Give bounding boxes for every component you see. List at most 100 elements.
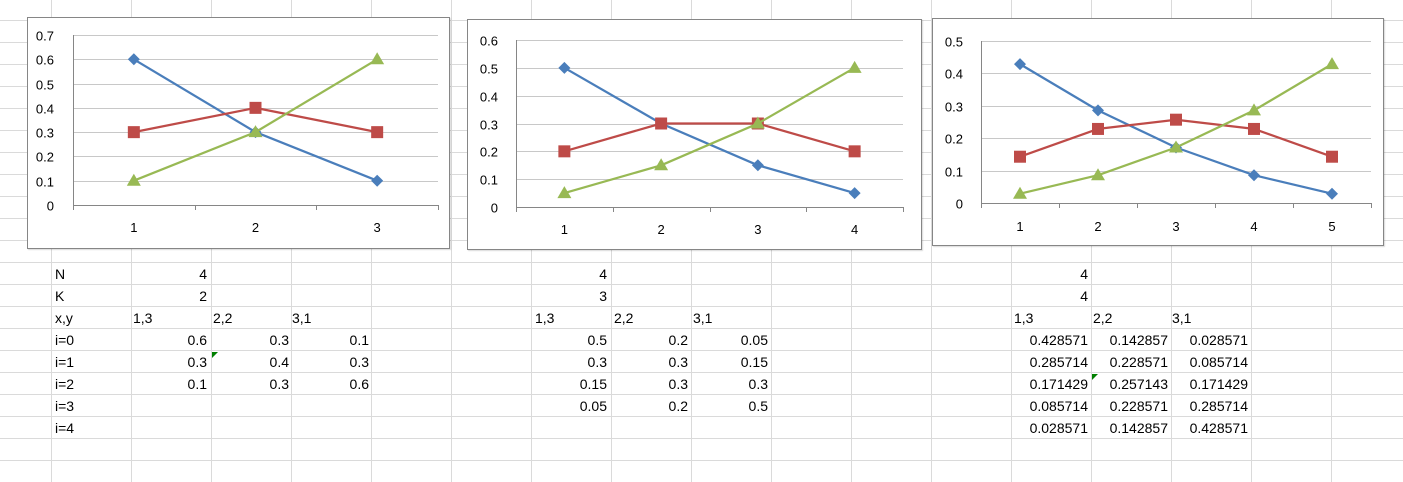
t1-k-value[interactable]: 2 — [199, 288, 207, 304]
series-1-point — [558, 61, 571, 74]
t3-cell[interactable]: 0.142857 — [1109, 420, 1168, 436]
row-label-i2[interactable]: i=2 — [55, 376, 75, 392]
series-2-point — [558, 145, 571, 158]
t2-header-1[interactable]: 1,3 — [535, 310, 555, 326]
t2-cell[interactable]: 0.15 — [579, 376, 607, 392]
t2-cell[interactable]: 0.05 — [740, 332, 768, 348]
y-tick-label: 0.4 — [36, 102, 54, 117]
t2-cell[interactable]: 0.15 — [740, 354, 768, 370]
t2-cell[interactable]: 0.3 — [587, 354, 607, 370]
t3-cell[interactable]: 0.257143 — [1109, 376, 1168, 392]
t2-cell[interactable]: 0.3 — [668, 354, 688, 370]
t3-cell[interactable]: 0.171429 — [1029, 376, 1088, 392]
series-3-point — [557, 186, 572, 199]
y-tick-label: 0.2 — [36, 150, 54, 165]
series-1-line — [133, 58, 378, 182]
y-tick-label: 0.3 — [945, 100, 963, 115]
x-tick-label: 2 — [252, 220, 259, 235]
x-tick-label: 5 — [1328, 219, 1335, 234]
error-indicator[interactable] — [212, 352, 218, 358]
line-chart-2[interactable]: 0 0.1 0.2 0.3 0.4 0.5 0.6 1 2 3 4 — [467, 19, 922, 250]
t2-header-2[interactable]: 2,2 — [614, 310, 634, 326]
t1-cell[interactable]: 0.3 — [187, 354, 207, 370]
t2-cell[interactable]: 0.3 — [748, 376, 768, 392]
y-tick-label: 0.5 — [480, 62, 498, 77]
x-tick-label: 3 — [374, 220, 381, 235]
t3-cell[interactable]: 0.171429 — [1189, 376, 1248, 392]
t2-cell[interactable]: 0.3 — [668, 376, 688, 392]
t3-cell[interactable]: 0.028571 — [1189, 332, 1248, 348]
row-label-i3[interactable]: i=3 — [55, 398, 75, 414]
x-tick-label: 1 — [1016, 219, 1023, 234]
line-chart-1-plot: 0 0.1 0.2 0.3 0.4 0.5 0.6 0.7 1 2 3 — [36, 29, 439, 235]
t1-cell[interactable]: 0.4 — [269, 354, 289, 370]
line-chart-3-plot: 0 0.1 0.2 0.3 0.4 0.5 1 2 3 4 5 — [945, 35, 1372, 234]
x-tick-label: 2 — [1094, 219, 1101, 234]
t2-cell[interactable]: 0.2 — [668, 332, 688, 348]
t3-cell[interactable]: 0.428571 — [1189, 420, 1248, 436]
error-indicator[interactable] — [1092, 374, 1098, 380]
t3-cell[interactable]: 0.285714 — [1029, 354, 1088, 370]
t3-header-1[interactable]: 1,3 — [1014, 310, 1034, 326]
t3-cell[interactable]: 0.228571 — [1109, 354, 1168, 370]
t1-header-1[interactable]: 1,3 — [133, 310, 153, 326]
x-tick-label: 3 — [754, 222, 761, 237]
y-tick-label: 0.4 — [945, 67, 963, 82]
t3-k-value[interactable]: 4 — [1080, 288, 1088, 304]
y-tick-label: 0.6 — [480, 34, 498, 49]
row-label-xy[interactable]: x,y — [55, 310, 73, 326]
t1-cell[interactable]: 0.6 — [187, 332, 207, 348]
series-2-point — [249, 101, 262, 114]
x-tick-label: 1 — [561, 222, 568, 237]
t2-cell[interactable]: 0.5 — [748, 398, 768, 414]
t1-cell[interactable]: 0.1 — [187, 376, 207, 392]
t3-cell[interactable]: 0.228571 — [1109, 398, 1168, 414]
t3-n-value[interactable]: 4 — [1080, 266, 1088, 282]
t3-cell[interactable]: 0.142857 — [1109, 332, 1168, 348]
line-chart-3[interactable]: 0 0.1 0.2 0.3 0.4 0.5 1 2 3 4 5 — [932, 18, 1384, 246]
t3-header-2[interactable]: 2,2 — [1093, 310, 1113, 326]
row-label-i1[interactable]: i=1 — [55, 354, 75, 370]
y-tick-label: 0.4 — [480, 90, 498, 105]
y-tick-label: 0 — [47, 199, 54, 214]
t1-header-2[interactable]: 2,2 — [213, 310, 233, 326]
t3-cell[interactable]: 0.085714 — [1029, 398, 1088, 414]
series-3-point — [1169, 140, 1183, 153]
y-tick-label: 0.1 — [36, 175, 54, 190]
t2-cell[interactable]: 0.5 — [587, 332, 607, 348]
row-label-i4[interactable]: i=4 — [55, 420, 75, 436]
series-3-point — [370, 52, 385, 65]
series-2-point — [371, 126, 384, 139]
t1-cell[interactable]: 0.6 — [349, 376, 369, 392]
t3-header-3[interactable]: 3,1 — [1172, 310, 1192, 326]
line-chart-1[interactable]: 0 0.1 0.2 0.3 0.4 0.5 0.6 0.7 1 2 3 — [27, 17, 450, 249]
t3-cell[interactable]: 0.028571 — [1029, 420, 1088, 436]
y-tick-label: 0.3 — [480, 118, 498, 133]
t1-n-value[interactable]: 4 — [199, 266, 207, 282]
series-2-point — [655, 117, 668, 130]
t1-cell[interactable]: 0.1 — [349, 332, 369, 348]
series-3-line — [1019, 63, 1333, 195]
t2-k-value[interactable]: 3 — [599, 288, 607, 304]
row-label-n[interactable]: N — [55, 266, 66, 282]
t1-header-3[interactable]: 3,1 — [292, 310, 312, 326]
series-3-line — [133, 58, 378, 182]
x-tick-label: 2 — [658, 222, 665, 237]
t3-cell[interactable]: 0.085714 — [1189, 354, 1248, 370]
t3-cell[interactable]: 0.285714 — [1189, 398, 1248, 414]
t1-cell[interactable]: 0.3 — [269, 332, 289, 348]
t2-cell[interactable]: 0.05 — [579, 398, 607, 414]
series-3-point — [1247, 103, 1261, 116]
t3-cell[interactable]: 0.428571 — [1029, 332, 1088, 348]
row-label-k[interactable]: K — [55, 288, 65, 304]
row-label-i0[interactable]: i=0 — [55, 332, 75, 348]
y-tick-label: 0.1 — [480, 173, 498, 188]
t2-cell[interactable]: 0.2 — [668, 398, 688, 414]
t2-header-3[interactable]: 3,1 — [693, 310, 713, 326]
t1-cell[interactable]: 0.3 — [269, 376, 289, 392]
x-tick-label: 3 — [1172, 219, 1179, 234]
series-3-point — [750, 116, 765, 129]
t1-cell[interactable]: 0.3 — [349, 354, 369, 370]
x-tick-label: 4 — [851, 222, 858, 237]
t2-n-value[interactable]: 4 — [599, 266, 607, 282]
